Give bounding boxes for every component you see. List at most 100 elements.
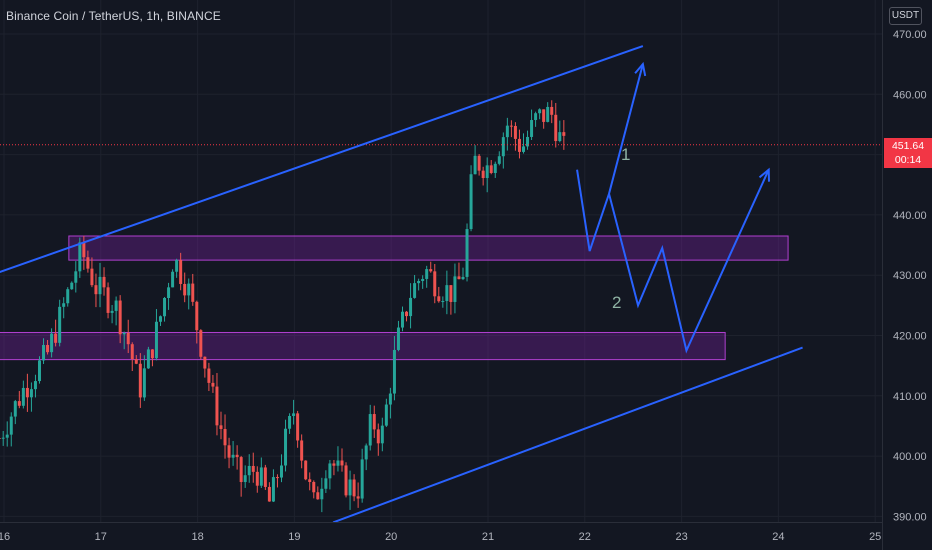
x-tick-label: 16 bbox=[0, 531, 10, 543]
candle-body bbox=[400, 311, 404, 328]
time-axis-panel bbox=[0, 522, 882, 550]
candle-body bbox=[396, 327, 400, 350]
candle-body bbox=[175, 260, 179, 272]
x-tick-label: 17 bbox=[95, 531, 107, 543]
candle-body bbox=[425, 269, 429, 279]
y-tick-label: 460.00 bbox=[893, 89, 927, 101]
support-zone bbox=[0, 331, 726, 361]
candle-body bbox=[413, 283, 417, 298]
candle-body bbox=[255, 471, 259, 486]
candle-body bbox=[534, 113, 538, 121]
candle-body bbox=[485, 165, 489, 179]
candle-body bbox=[50, 333, 54, 353]
candle-body bbox=[517, 138, 521, 152]
candle-body bbox=[25, 387, 29, 398]
candle-body bbox=[320, 488, 324, 500]
candle-body bbox=[235, 454, 239, 458]
candle-body bbox=[171, 271, 175, 288]
candle-body bbox=[376, 429, 380, 444]
candle-body bbox=[380, 425, 384, 444]
candle-body bbox=[546, 106, 550, 122]
candle-body bbox=[70, 282, 74, 290]
candle-body bbox=[312, 481, 316, 493]
candle-body bbox=[13, 401, 17, 417]
candle-body bbox=[513, 125, 517, 139]
candle-body bbox=[78, 242, 82, 272]
candle-body bbox=[243, 475, 247, 483]
candle-body bbox=[324, 478, 328, 489]
candle-body bbox=[445, 285, 449, 302]
candle-body bbox=[29, 389, 33, 398]
y-tick-label: 430.00 bbox=[893, 270, 927, 282]
candle-body bbox=[259, 467, 263, 486]
candle-body bbox=[489, 165, 493, 174]
candle-body bbox=[279, 465, 283, 478]
candle-body bbox=[477, 155, 481, 171]
candle-body bbox=[521, 146, 525, 152]
candle-body bbox=[211, 382, 215, 387]
candle-body bbox=[122, 332, 126, 335]
candle-body bbox=[352, 479, 356, 497]
candle-body bbox=[9, 416, 13, 435]
candle-body bbox=[102, 276, 106, 288]
candle-body bbox=[167, 287, 171, 298]
candle-body bbox=[0, 438, 1, 440]
lower-trendline bbox=[332, 346, 803, 524]
candle-body bbox=[344, 465, 348, 496]
projection-path-1 bbox=[576, 63, 644, 252]
currency-button[interactable]: USDT bbox=[889, 7, 922, 25]
candle-body bbox=[388, 393, 392, 405]
last-price-value: 451.64 bbox=[891, 140, 925, 152]
candle-body bbox=[207, 368, 211, 383]
upper-trendline bbox=[0, 45, 644, 273]
candle-body bbox=[288, 415, 292, 429]
candle-body bbox=[267, 486, 271, 502]
y-tick-label: 470.00 bbox=[893, 29, 927, 41]
candle-body bbox=[275, 477, 279, 479]
candle-body bbox=[550, 106, 554, 115]
candle-body bbox=[332, 463, 336, 466]
candle-body bbox=[509, 125, 513, 127]
candle-body bbox=[558, 132, 562, 142]
candle-body bbox=[90, 268, 94, 286]
candle-body bbox=[296, 413, 300, 441]
candle-body bbox=[501, 137, 505, 157]
x-tick-label: 24 bbox=[772, 531, 784, 543]
candle-body bbox=[138, 363, 142, 398]
candle-body bbox=[86, 257, 90, 269]
candle-body bbox=[239, 457, 243, 483]
x-tick-label: 18 bbox=[191, 531, 203, 543]
candle-body bbox=[360, 459, 364, 499]
candle-body bbox=[449, 285, 453, 302]
candle-body bbox=[465, 229, 469, 277]
candle-body bbox=[74, 271, 78, 283]
candle-body bbox=[17, 401, 21, 406]
x-tick-label: 20 bbox=[385, 531, 397, 543]
candle-body bbox=[42, 344, 46, 361]
candle-body bbox=[219, 425, 223, 430]
candle-body bbox=[98, 276, 102, 295]
candle-body bbox=[340, 460, 344, 466]
x-tick-label: 25 bbox=[869, 531, 881, 543]
candle-body bbox=[247, 465, 251, 476]
candle-body bbox=[195, 301, 199, 331]
candle-body bbox=[336, 460, 340, 466]
candle-body bbox=[554, 114, 558, 142]
candle-body bbox=[158, 316, 162, 322]
candle-body bbox=[146, 349, 150, 369]
x-tick-label: 23 bbox=[675, 531, 687, 543]
candle-body bbox=[364, 445, 368, 460]
candle-body bbox=[316, 492, 320, 500]
wave-label-2: 2 bbox=[612, 293, 622, 312]
candle-body bbox=[526, 136, 530, 147]
candle-body bbox=[538, 109, 542, 114]
candle-body bbox=[368, 414, 372, 446]
candle-body bbox=[441, 301, 445, 303]
x-tick-label: 21 bbox=[482, 531, 494, 543]
candle-body bbox=[263, 467, 267, 487]
candle-body bbox=[150, 349, 154, 359]
candle-body bbox=[469, 174, 473, 230]
candle-body bbox=[481, 170, 485, 179]
